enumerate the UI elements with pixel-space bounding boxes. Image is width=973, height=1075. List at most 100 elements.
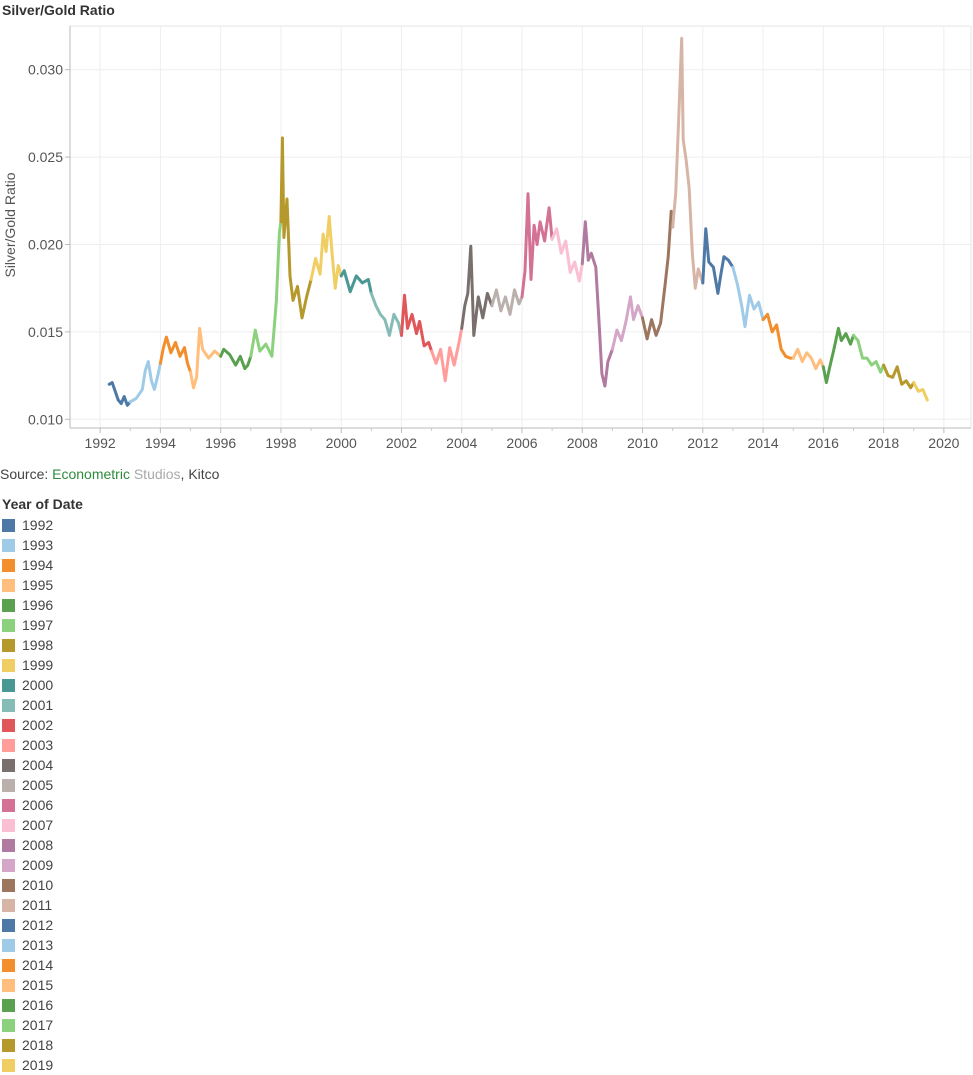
series-line-2003[interactable]	[430, 326, 464, 383]
legend-swatch	[2, 638, 15, 652]
x-tick-label: 2006	[506, 435, 537, 451]
legend-item[interactable]: 2008	[2, 835, 83, 855]
series-line-2019[interactable]	[912, 381, 929, 402]
legend-item[interactable]: 2018	[2, 1035, 83, 1055]
legend-swatch	[2, 898, 15, 912]
series-line-2011[interactable]	[671, 36, 705, 290]
legend-swatch	[2, 758, 15, 772]
legend-item[interactable]: 2000	[2, 675, 83, 695]
legend-label: 2018	[22, 1037, 54, 1053]
x-tick-label: 2004	[446, 435, 477, 451]
series-line-1995[interactable]	[189, 326, 223, 390]
legend-label: 2004	[22, 757, 54, 773]
x-tick-label: 2010	[627, 435, 658, 451]
legend-label: 1993	[22, 537, 54, 553]
series-line-2000[interactable]	[339, 269, 373, 295]
series-line-2015[interactable]	[791, 347, 825, 371]
x-tick-label: 1994	[145, 435, 176, 451]
legend-item[interactable]: 1997	[2, 615, 83, 635]
legend-label: 2008	[22, 837, 54, 853]
legend-label: 1998	[22, 637, 54, 653]
series-line-1994[interactable]	[158, 335, 192, 374]
series-line-2010[interactable]	[641, 209, 675, 341]
legend-swatch	[2, 858, 15, 872]
legend-item[interactable]: 2004	[2, 755, 83, 775]
legend-item[interactable]: 2009	[2, 855, 83, 875]
legend-swatch	[2, 978, 15, 992]
legend-label: 2014	[22, 957, 54, 973]
legend-swatch	[2, 798, 15, 812]
chart-title: Silver/Gold Ratio	[2, 2, 115, 18]
series-line-2007[interactable]	[550, 227, 584, 283]
legend-item[interactable]: 1995	[2, 575, 83, 595]
legend-item[interactable]: 2015	[2, 975, 83, 995]
legend-title: Year of Date	[2, 496, 83, 512]
series-line-1992[interactable]	[107, 381, 132, 407]
legend-swatch	[2, 618, 15, 632]
legend-swatch	[2, 678, 15, 692]
legend-item[interactable]: 1993	[2, 535, 83, 555]
legend-item[interactable]: 1998	[2, 635, 83, 655]
series-line-2002[interactable]	[400, 293, 434, 353]
legend-swatch	[2, 538, 15, 552]
legend-swatch	[2, 718, 15, 732]
legend-item[interactable]: 2017	[2, 1015, 83, 1035]
x-tick-label: 2014	[747, 435, 778, 451]
series-line-1998[interactable]	[279, 136, 313, 320]
legend-label: 1992	[22, 517, 54, 533]
series-line-1993[interactable]	[128, 360, 162, 404]
x-tick-label: 2020	[928, 435, 959, 451]
series-line-2013[interactable]	[731, 265, 765, 329]
legend-item[interactable]: 2002	[2, 715, 83, 735]
series-line-2006[interactable]	[520, 192, 554, 299]
legend-item[interactable]: 2011	[2, 895, 83, 915]
series-line-2017[interactable]	[852, 333, 886, 374]
series-line-2014[interactable]	[761, 312, 795, 360]
legend-swatch	[2, 998, 15, 1012]
legend-swatch	[2, 738, 15, 752]
legend-label: 2001	[22, 697, 54, 713]
legend-item[interactable]: 2019	[2, 1055, 83, 1075]
series-line-2009[interactable]	[610, 295, 644, 351]
legend-swatch	[2, 938, 15, 952]
legend-item[interactable]: 1999	[2, 655, 83, 675]
legend-item[interactable]: 2014	[2, 955, 83, 975]
legend-swatch	[2, 878, 15, 892]
legend-label: 2000	[22, 677, 54, 693]
legend-item[interactable]: 2016	[2, 995, 83, 1015]
series-line-2016[interactable]	[821, 326, 855, 385]
series-line-2008[interactable]	[580, 220, 614, 388]
series-line-2012[interactable]	[701, 227, 735, 295]
legend-item[interactable]: 1996	[2, 595, 83, 615]
source-link-studios[interactable]: Studios	[129, 466, 181, 482]
legend-item[interactable]: 2003	[2, 735, 83, 755]
legend-label: 2002	[22, 717, 54, 733]
legend-items: 1992 1993 1994 1995 1996 1997 1998 1999 2000 2001…	[2, 515, 83, 1075]
legend-item[interactable]: 2013	[2, 935, 83, 955]
x-tick-label: 2000	[326, 435, 357, 451]
series-line-1997[interactable]	[249, 220, 283, 358]
legend-item[interactable]: 2010	[2, 875, 83, 895]
legend-item[interactable]: 2012	[2, 915, 83, 935]
x-tick-label: 1996	[205, 435, 236, 451]
legend-item[interactable]: 2006	[2, 795, 83, 815]
series-line-1996[interactable]	[219, 347, 253, 371]
legend-item[interactable]: 1994	[2, 555, 83, 575]
legend-item[interactable]: 1992	[2, 515, 83, 535]
legend-item[interactable]: 2001	[2, 695, 83, 715]
legend-item[interactable]: 2005	[2, 775, 83, 795]
legend-label: 2007	[22, 817, 54, 833]
series-line-1999[interactable]	[309, 215, 343, 290]
legend-item[interactable]: 2007	[2, 815, 83, 835]
legend-label: 2006	[22, 797, 54, 813]
axes: 1992 1994 1996 1998 2000 2002 2004 2006 2008 2010…	[28, 26, 971, 451]
legend-label: 2016	[22, 997, 54, 1013]
series-line-2005[interactable]	[490, 288, 524, 316]
series-line-2004[interactable]	[460, 244, 494, 337]
series-line-2018[interactable]	[882, 363, 916, 390]
y-tick-label: 0.030	[28, 62, 63, 78]
source-link-econometric[interactable]: Econometric	[52, 466, 130, 482]
legend-swatch	[2, 958, 15, 972]
series-line-2001[interactable]	[369, 291, 403, 337]
legend-label: 2010	[22, 877, 54, 893]
